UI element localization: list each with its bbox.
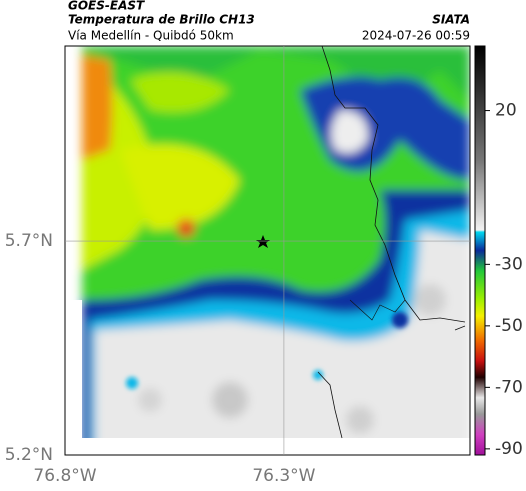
- colorbar-label: -90: [495, 439, 523, 459]
- region: Vía Medellín - Quibdó 50km: [68, 29, 234, 43]
- colorbar-ticks: 20 -30 -50 -70 -90: [485, 101, 523, 459]
- colorbar: [474, 45, 486, 456]
- lon-label: 76.8°W: [33, 466, 96, 486]
- satellite-name: GOES-EAST: [68, 0, 145, 13]
- timestamp: 2024-07-26 00:59: [362, 29, 470, 43]
- source: SIATA: [432, 13, 470, 27]
- colorbar-label: 20: [495, 101, 517, 121]
- lat-label: 5.7°N: [5, 231, 53, 251]
- colorbar-label: -30: [495, 254, 523, 274]
- lat-label: 5.2°N: [5, 445, 53, 465]
- colorbar-label: -50: [495, 316, 523, 336]
- product-title: Temperatura de Brillo CH13: [68, 13, 255, 27]
- lon-label: 76.3°W: [252, 466, 315, 486]
- graticule: 76.8°W 76.3°W 5.7°N 5.2°N: [5, 46, 470, 486]
- satellite-image: [65, 46, 470, 455]
- colorbar-label: -70: [495, 377, 523, 397]
